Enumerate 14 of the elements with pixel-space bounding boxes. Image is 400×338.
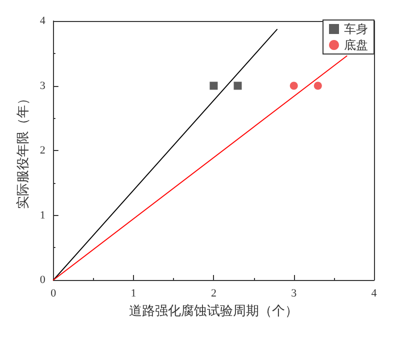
y-axis-title: 实际服役年限（年） bbox=[15, 92, 30, 209]
legend-label: 车身 bbox=[344, 22, 368, 36]
x-tick-label: 2 bbox=[210, 288, 216, 300]
x-tick-label: 4 bbox=[371, 288, 378, 300]
x-tick-label: 3 bbox=[291, 288, 298, 300]
x-axis-title: 道路强化腐蚀试验周期（个） bbox=[129, 302, 298, 318]
x-tick-label: 0 bbox=[50, 288, 57, 300]
y-tick-label: 3 bbox=[40, 80, 46, 92]
y-tick-label: 4 bbox=[40, 15, 46, 27]
y-tick-label: 2 bbox=[40, 144, 46, 156]
y-tick-label: 1 bbox=[40, 209, 46, 222]
y-tick-label: 0 bbox=[40, 274, 46, 286]
x-tick-label: 1 bbox=[130, 288, 136, 300]
legend-label: 底盘 bbox=[344, 38, 368, 52]
